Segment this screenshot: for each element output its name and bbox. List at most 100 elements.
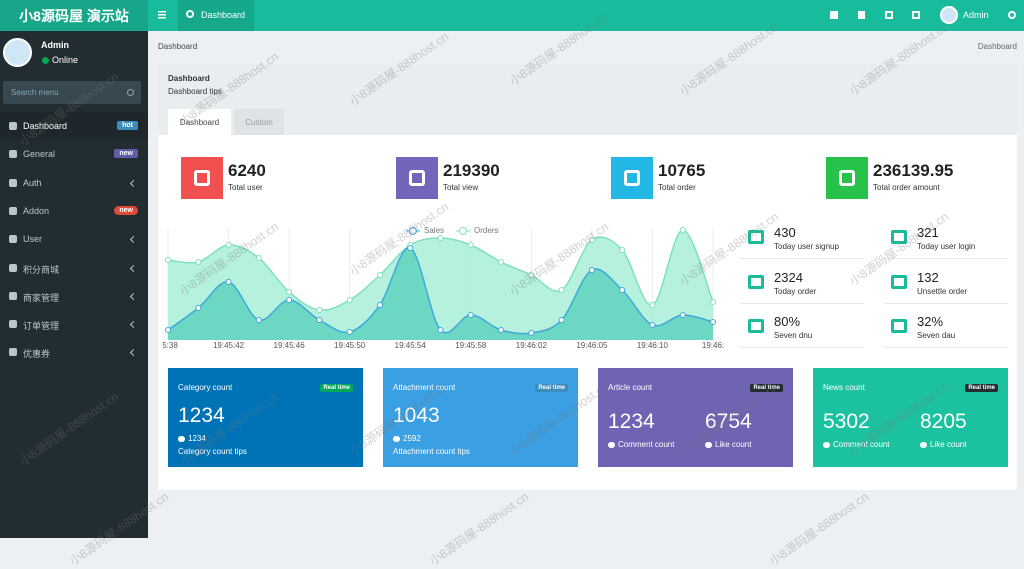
menu-item[interactable]: User [0, 225, 148, 253]
mini-label: Today user signup [774, 242, 839, 251]
x-tick-label: 19:45:50 [334, 341, 366, 350]
menu-badge: hot [117, 121, 138, 130]
top-nav: Dashboard Admin [148, 0, 1024, 31]
menu-item[interactable]: 订单管理 [0, 310, 148, 338]
chevron [129, 264, 138, 272]
x-tick-label: 19:45:54 [395, 341, 427, 350]
menu-toggle[interactable] [158, 10, 168, 20]
point [437, 235, 444, 241]
menu-icon [9, 178, 17, 187]
stat-label: Total user [228, 183, 263, 192]
legend-marker [459, 227, 467, 235]
menu-item[interactable]: Dashboard hot [0, 112, 148, 140]
nav-tab[interactable]: Dashboard [178, 0, 254, 31]
chevron [129, 349, 138, 357]
panel-tips: Dashboard tips [168, 87, 222, 96]
point [467, 242, 474, 248]
info-card: Category count Real time 1234 1234 Category … [168, 368, 363, 467]
x-tick-label: 19:46: [702, 341, 724, 350]
legend-marker [409, 227, 417, 235]
point [649, 322, 656, 328]
x-tick-label: 5:38 [162, 341, 178, 350]
point [558, 287, 565, 293]
stat-glyph [194, 170, 210, 186]
avatar[interactable] [940, 6, 958, 24]
tab-active[interactable]: Dashboard [168, 109, 231, 135]
point [346, 329, 353, 335]
separator [740, 347, 864, 348]
menu-item[interactable]: Auth [0, 169, 148, 197]
menu-label: 积分商城 [23, 264, 60, 275]
point [679, 312, 686, 318]
menu-item[interactable]: 商家管理 [0, 282, 148, 310]
fullscreen-icon[interactable] [912, 11, 920, 19]
user-name[interactable]: Admin [963, 10, 989, 20]
card-badge: Real time [535, 384, 568, 392]
menu-icon [9, 122, 17, 130]
watermark: 小8源码屋-888host.cn [766, 489, 872, 569]
card-tips: Attachment count tips [393, 447, 470, 456]
stat-icon [396, 157, 438, 199]
card-item-label: Like count [715, 440, 752, 449]
card-sub: 1234 [188, 434, 206, 443]
card-item-icon [823, 442, 830, 448]
card-title: Category count [178, 383, 233, 392]
menu-icon [9, 291, 17, 300]
stat-value: 10765 [658, 161, 706, 180]
card-badge: Real time [965, 384, 998, 392]
stat-glyph [839, 170, 855, 186]
breadcrumb-left[interactable]: Dashboard [158, 42, 198, 51]
point [437, 327, 444, 333]
menu-item[interactable]: General new [0, 140, 148, 168]
menu-item[interactable]: 积分商城 [0, 254, 148, 282]
menu-icon [9, 320, 17, 329]
card-badge: Real time [750, 384, 783, 392]
card-tips: Category count tips [178, 447, 247, 456]
search-icon[interactable] [127, 89, 134, 96]
x-tick-label: 19:45:46 [274, 341, 306, 350]
point [255, 255, 262, 261]
stat-glyph [624, 170, 640, 186]
tab[interactable]: Custom [234, 109, 284, 135]
legend-label: Orders [474, 226, 498, 235]
point [346, 297, 353, 303]
search-box[interactable]: Search menu [3, 81, 141, 104]
menu-icon [9, 263, 17, 272]
mini-icon [891, 230, 907, 244]
trash-icon[interactable] [858, 11, 865, 19]
stat-value: 219390 [443, 161, 500, 180]
separator [884, 347, 1008, 348]
menu-label: 商家管理 [23, 292, 60, 303]
point [286, 297, 293, 303]
point [588, 237, 595, 243]
menu-icon [9, 348, 17, 357]
point [376, 272, 383, 278]
point [225, 242, 232, 248]
point [195, 259, 202, 265]
menu-icon [9, 206, 17, 215]
point [316, 307, 323, 313]
card-sub-icon [393, 436, 400, 442]
point [316, 317, 323, 323]
mini-icon [891, 319, 907, 333]
point [619, 247, 626, 253]
card-value: 6754 [705, 410, 752, 433]
x-tick-label: 19:45:42 [213, 341, 245, 350]
separator [884, 258, 1008, 259]
watermark: 小8源码屋-888host.cn [426, 489, 532, 569]
settings-icon[interactable] [1008, 11, 1016, 19]
home-icon[interactable] [830, 11, 838, 19]
card-title: Attachment count [393, 383, 456, 392]
menu-item[interactable]: 优惠券 [0, 338, 148, 366]
point [467, 312, 474, 318]
card-title: Article count [608, 383, 653, 392]
lang-icon[interactable] [885, 11, 893, 19]
logo[interactable]: 小8源码屋 演示站 [19, 8, 129, 24]
mini-icon [748, 230, 764, 244]
menu-icon [9, 150, 17, 159]
menu-item[interactable]: Addon new [0, 197, 148, 225]
stat-value: 6240 [228, 161, 266, 180]
tab-icon [186, 10, 194, 18]
point [710, 319, 716, 325]
